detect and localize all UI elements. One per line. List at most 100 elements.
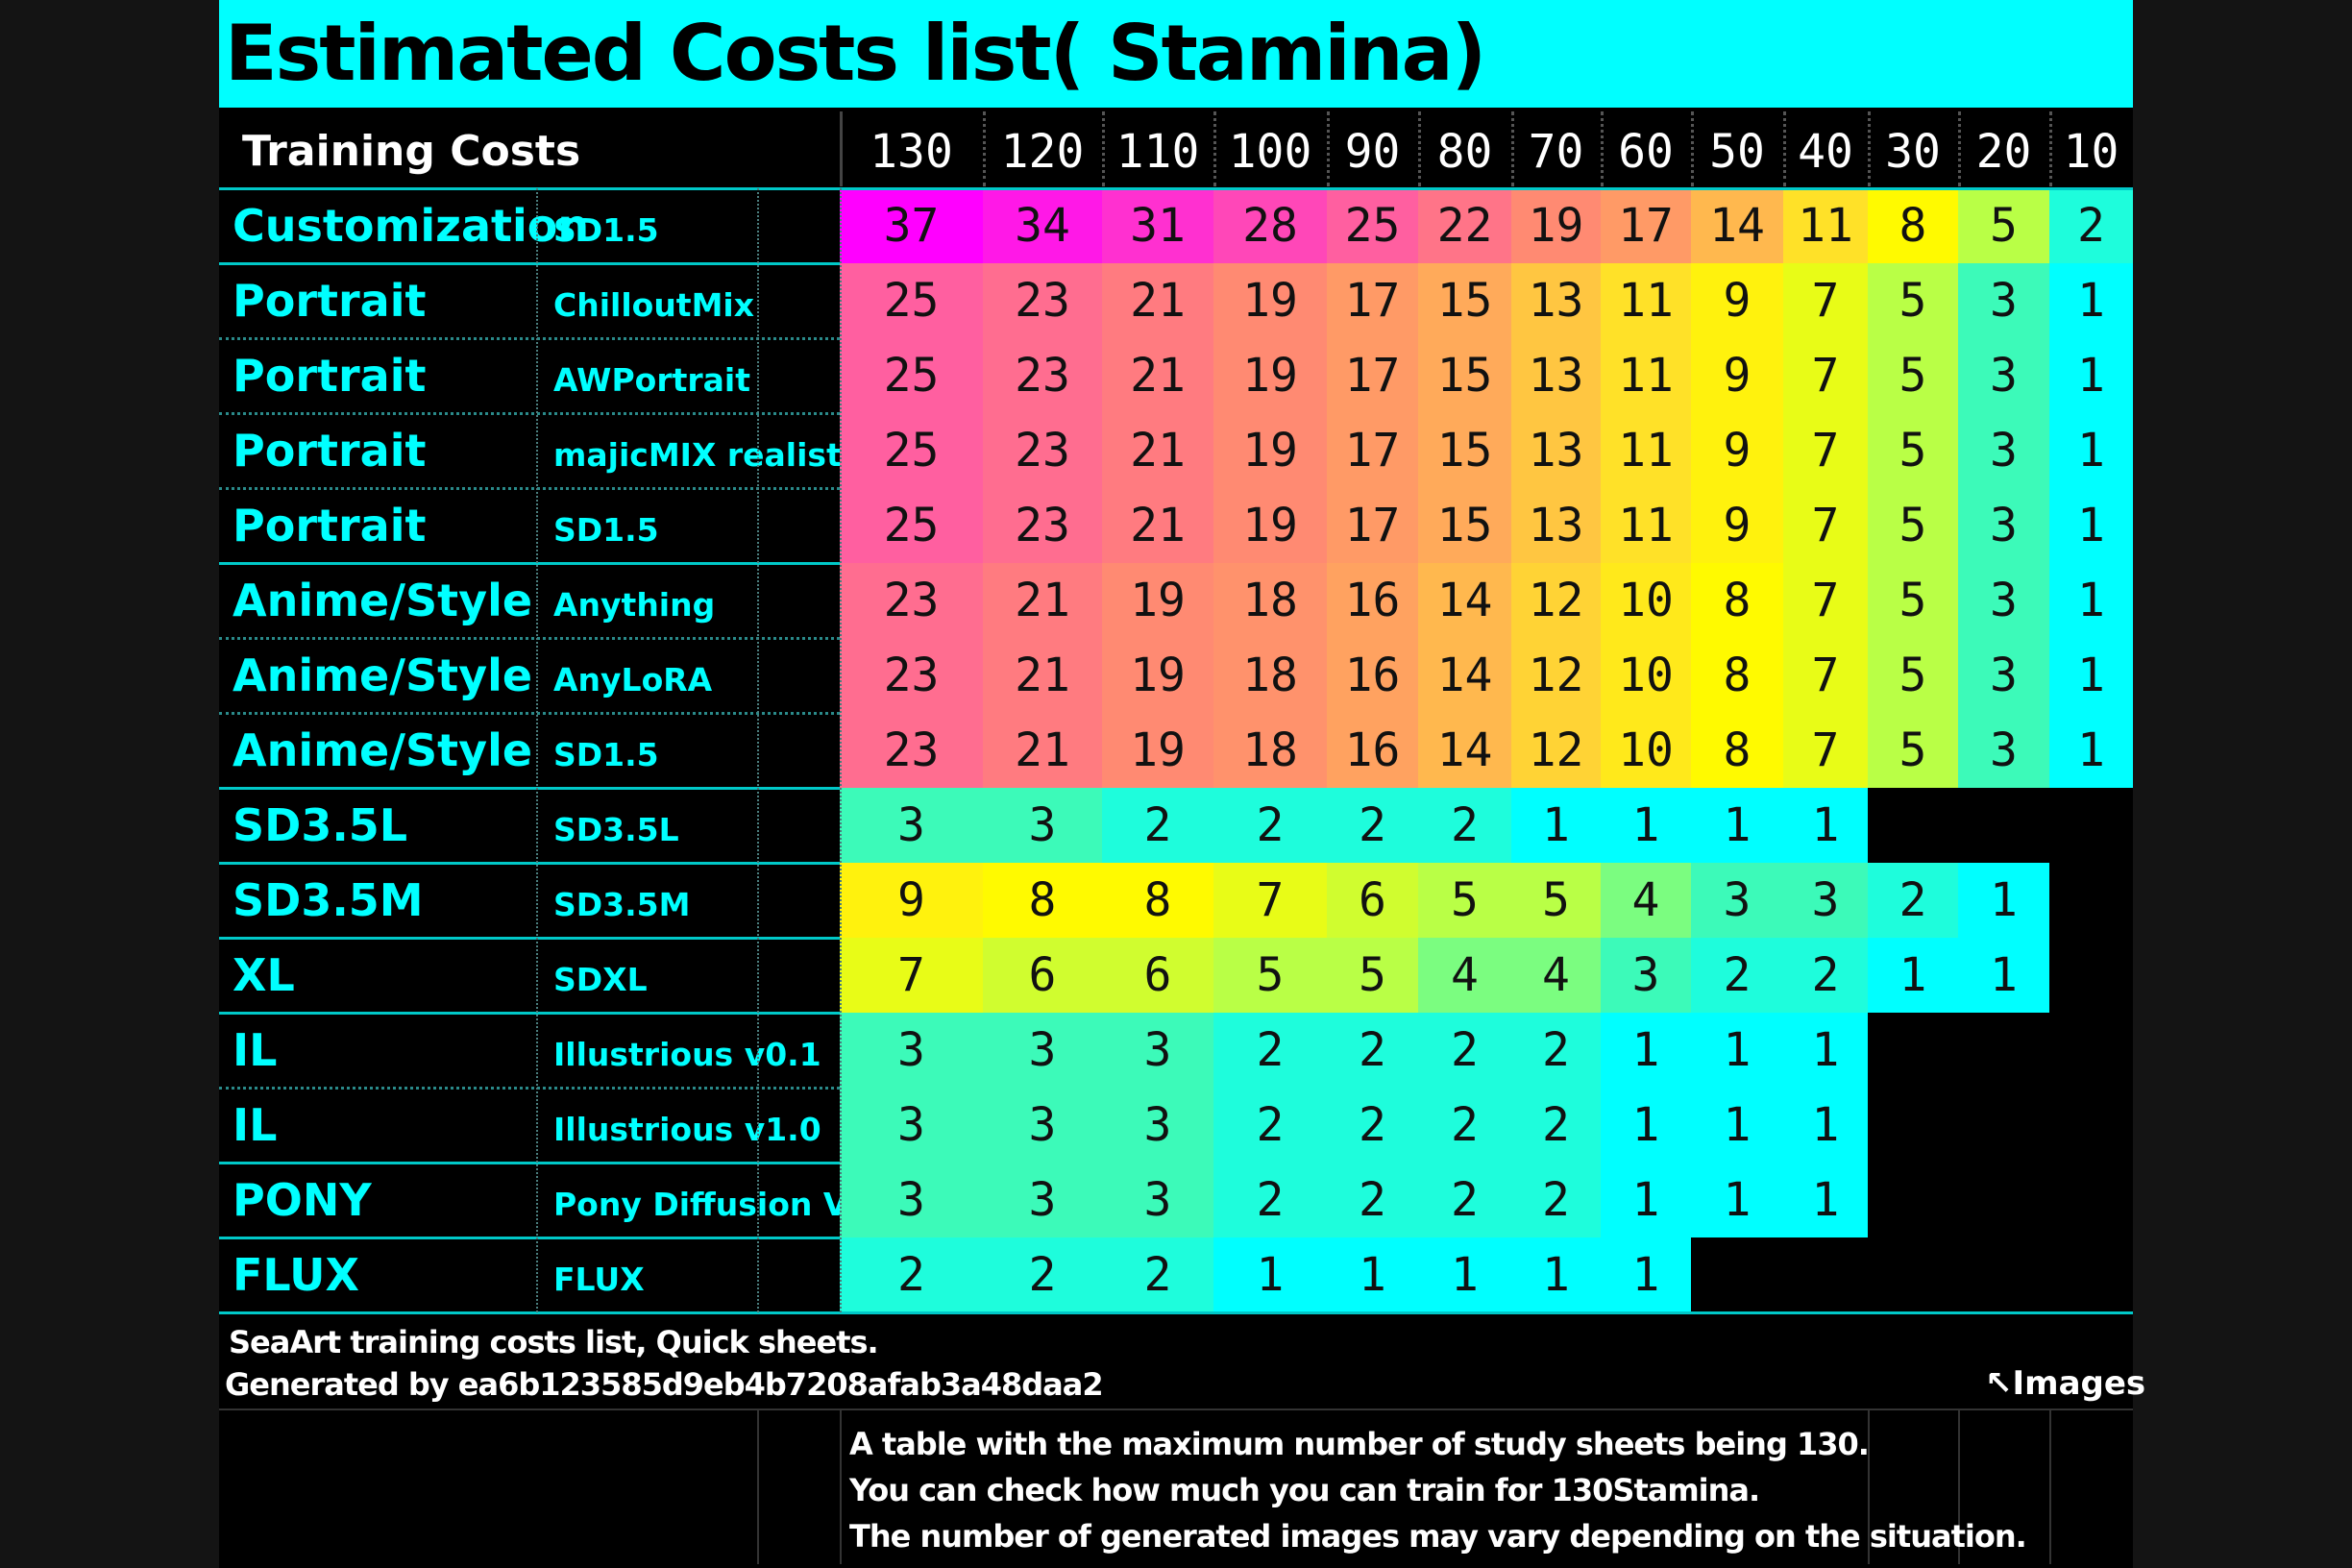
cost-cell: 7 [1783, 488, 1868, 563]
column-header: 90 [1344, 125, 1401, 179]
cost-cell: 1 [2049, 638, 2133, 713]
cost-cell: 2 [1418, 1163, 1511, 1237]
cost-cell: 1 [1511, 1237, 1601, 1312]
cost-cell: 2 [1213, 1013, 1327, 1088]
row-category: SD3.5L [233, 799, 408, 851]
cost-cell: 3 [1958, 263, 2049, 338]
cost-cell: 4 [1418, 938, 1511, 1013]
footer-column-divider [2049, 1410, 2051, 1564]
cost-cell: 21 [1102, 338, 1213, 413]
cost-cell: 8 [1691, 638, 1783, 713]
cost-cell: 2 [2049, 188, 2133, 263]
cost-cell: 12 [1511, 713, 1601, 788]
column-header: 100 [1228, 125, 1312, 179]
cost-cell: 1 [1783, 1013, 1868, 1088]
cost-cell: 18 [1213, 563, 1327, 638]
row-model: majicMIX realistic [553, 436, 871, 474]
cost-cell: 6 [983, 938, 1102, 1013]
cost-cell: 1 [1601, 788, 1691, 863]
cost-cell: 8 [1868, 188, 1958, 263]
column-header: 120 [1000, 125, 1085, 179]
footer-column-divider [757, 1410, 759, 1564]
cost-cell: 23 [983, 488, 1102, 563]
column-header: 130 [870, 125, 953, 179]
note-line-1: A table with the maximum number of study… [849, 1426, 1870, 1462]
cost-cell: 17 [1327, 488, 1418, 563]
footer-column-divider [1958, 1410, 1960, 1564]
row-category: SD3.5M [233, 874, 424, 926]
cost-cell: 1 [1213, 1237, 1327, 1312]
header-label: Training Costs [242, 127, 581, 176]
cost-cell: 1 [1691, 1013, 1783, 1088]
row-divider [219, 862, 840, 865]
cost-cell: 2 [1327, 1088, 1418, 1163]
cost-cell: 19 [1213, 263, 1327, 338]
cost-cell: 25 [1327, 188, 1418, 263]
row-category: Anime/Style [233, 575, 533, 626]
cost-cell: 23 [983, 338, 1102, 413]
row-divider [219, 787, 840, 790]
cost-cell: 5 [1868, 638, 1958, 713]
cost-cell: 9 [1691, 488, 1783, 563]
cost-cell: 14 [1418, 563, 1511, 638]
cost-cell: 2 [1783, 938, 1868, 1013]
cost-cell: 15 [1418, 488, 1511, 563]
cost-cell: 7 [1783, 563, 1868, 638]
cost-cell: 3 [840, 1088, 983, 1163]
cost-cell: 3 [840, 788, 983, 863]
cost-cell: 11 [1601, 413, 1691, 488]
column-divider [2049, 111, 2052, 186]
cost-cell: 3 [1601, 938, 1691, 1013]
cost-cell: 23 [840, 563, 983, 638]
cost-cell: 2 [1691, 938, 1783, 1013]
row-model: SD1.5 [553, 736, 659, 773]
column-header: 60 [1618, 125, 1674, 179]
row-category: XL [233, 949, 295, 1001]
cost-cell: 1 [1783, 1088, 1868, 1163]
cost-cell: 6 [1327, 863, 1418, 938]
cost-cell: 3 [983, 1013, 1102, 1088]
cost-cell: 18 [1213, 638, 1327, 713]
column-header: 70 [1528, 125, 1584, 179]
cost-cell: 6 [1102, 938, 1213, 1013]
cost-cell: 1 [1691, 788, 1783, 863]
row-divider [219, 937, 840, 940]
cost-cell: 2 [1418, 788, 1511, 863]
cost-cell: 19 [1511, 188, 1601, 263]
cost-cell: 7 [1213, 863, 1327, 938]
cost-cell: 19 [1102, 638, 1213, 713]
page-title: Estimated Costs list( Stamina) [225, 9, 1486, 98]
cost-cell: 15 [1418, 263, 1511, 338]
row-divider [219, 187, 2133, 190]
cost-cell: 10 [1601, 713, 1691, 788]
column-divider [840, 111, 843, 186]
row-category: Anime/Style [233, 724, 533, 776]
cost-cell: 1 [2049, 488, 2133, 563]
cost-cell: 1 [1327, 1237, 1418, 1312]
cost-cell: 14 [1418, 638, 1511, 713]
row-category: Portrait [233, 425, 427, 477]
cost-cell: 1 [1418, 1237, 1511, 1312]
cost-cell: 2 [1327, 788, 1418, 863]
cost-cell: 2 [1102, 788, 1213, 863]
cost-cell: 1 [1691, 1163, 1783, 1237]
cost-cell: 2 [840, 1237, 983, 1312]
cost-table: Training Costs 130 120 110 100 90 80 70 60 50 40 3… [219, 0, 2133, 1568]
cost-cell: 25 [840, 413, 983, 488]
cost-cell: 34 [983, 188, 1102, 263]
cost-cell: 23 [983, 413, 1102, 488]
note-line-2: You can check how much you can train for… [849, 1472, 1760, 1508]
column-header: 40 [1798, 125, 1853, 179]
cost-cell: 5 [1868, 713, 1958, 788]
column-divider [1102, 111, 1105, 186]
footer-divider [219, 1409, 2133, 1410]
cost-cell: 9 [1691, 338, 1783, 413]
footer-column-divider [840, 1410, 842, 1564]
title-bar: Estimated Costs list( Stamina) [219, 0, 2133, 108]
cost-cell: 17 [1327, 338, 1418, 413]
cost-cell: 17 [1601, 188, 1691, 263]
cost-cell: 21 [983, 638, 1102, 713]
cost-cell: 7 [840, 938, 983, 1013]
cost-cell: 1 [2049, 713, 2133, 788]
row-model: FLUX [553, 1261, 645, 1298]
